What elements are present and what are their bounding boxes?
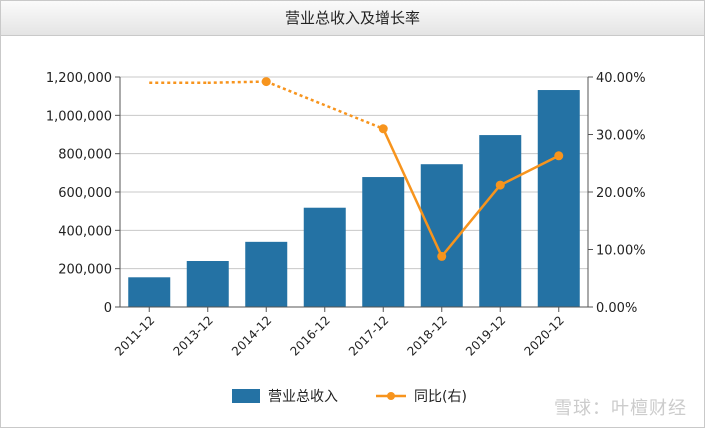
x-tick-label: 2018-12 (405, 313, 450, 358)
x-tick-label: 2014-12 (229, 313, 274, 358)
bar (420, 164, 463, 307)
right-tick-label: 20.00% (596, 186, 646, 201)
legend-label-bar: 营业总收入 (268, 389, 338, 405)
right-tick-label: 0.00% (596, 301, 637, 316)
line-series (149, 77, 564, 261)
left-tick-label: 400,000 (58, 224, 112, 239)
line-point (378, 124, 388, 134)
bar (128, 277, 171, 307)
left-tick-label: 200,000 (58, 263, 112, 278)
x-tick-label: 2016-12 (288, 313, 333, 358)
watermark: 雪球：叶檀财经 (554, 398, 687, 419)
line-segment (382, 128, 443, 257)
bar (537, 90, 580, 308)
left-tick-label: 1,200,000 (46, 71, 112, 86)
x-tick-label: 2019-12 (463, 313, 508, 358)
x-tick-label: 2017-12 (346, 313, 391, 358)
bar-series (128, 90, 580, 308)
right-tick-label: 40.00% (596, 71, 646, 86)
bar (245, 241, 288, 307)
bar (479, 135, 522, 307)
legend-label-line: 同比(右) (414, 389, 467, 405)
bar (186, 261, 229, 307)
left-tick-label: 0 (104, 301, 112, 316)
left-tick-label: 800,000 (58, 148, 112, 163)
line-point (495, 180, 505, 190)
line-point (437, 251, 447, 261)
x-tick-label: 2013-12 (171, 313, 216, 358)
x-tick-label: 2020-12 (522, 313, 567, 358)
left-tick-label: 600,000 (58, 186, 112, 201)
line-point (261, 77, 271, 87)
line-segment (440, 184, 502, 258)
x-tick-label: 2011-12 (112, 313, 157, 358)
title-bar: 营业总收入及增长率 (1, 1, 704, 36)
right-tick-label: 10.00% (596, 244, 646, 259)
left-tick-label: 1,000,000 (46, 109, 112, 124)
legend-swatch-bar (232, 389, 260, 403)
bar (303, 207, 346, 307)
chart-title: 营业总收入及增长率 (284, 9, 420, 27)
line-point (554, 151, 564, 161)
line-segment (499, 154, 560, 187)
legend-swatch-dot (387, 392, 395, 400)
bar (362, 177, 405, 307)
right-tick-label: 30.00% (596, 129, 646, 144)
legend: 营业总收入 同比(右) (232, 389, 467, 405)
line-segment (207, 80, 267, 84)
